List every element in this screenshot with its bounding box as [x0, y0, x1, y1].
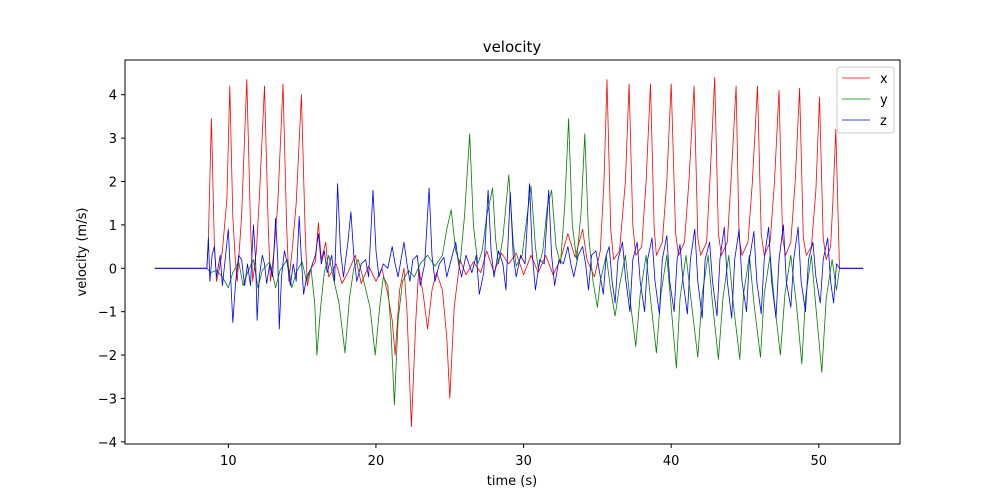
series-line-z — [154, 183, 864, 330]
y-axis-label: velocity (m/s) — [75, 208, 90, 297]
y-tick-label: −2 — [98, 349, 117, 364]
legend-box — [836, 66, 895, 134]
x-tick-label: 40 — [663, 454, 680, 469]
y-tick-label: 3 — [109, 132, 117, 147]
chart-title: velocity — [483, 38, 542, 56]
plot-frame — [124, 59, 901, 445]
y-tick-label: 4 — [109, 89, 117, 104]
legend: xyz — [836, 66, 895, 134]
y-tick-label: −1 — [98, 306, 117, 321]
series-line-y — [154, 118, 864, 406]
x-axis: 10 20 30 40 50 — [220, 444, 827, 469]
x-tick-label: 10 — [220, 454, 237, 469]
x-axis-label: time (s) — [487, 474, 537, 489]
x-tick-label: 20 — [368, 454, 385, 469]
x-tick-label: 50 — [811, 454, 828, 469]
y-tick-label: −4 — [98, 436, 117, 451]
y-tick-label: 1 — [109, 219, 117, 234]
legend-label-x: x — [880, 72, 888, 87]
legend-label-y: y — [880, 93, 888, 108]
y-axis: −4 −3 −2 −1 0 1 2 3 4 — [98, 89, 125, 451]
y-tick-label: 2 — [109, 175, 117, 190]
y-tick-label: −3 — [98, 392, 117, 407]
x-tick-label: 30 — [515, 454, 532, 469]
legend-label-z: z — [880, 114, 887, 129]
series-layer — [154, 77, 864, 427]
series-line-x — [154, 77, 864, 427]
y-tick-label: 0 — [109, 262, 117, 277]
